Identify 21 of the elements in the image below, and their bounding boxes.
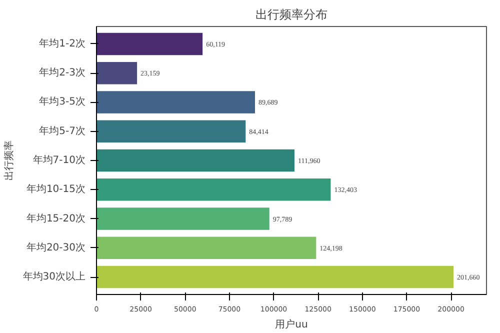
bar [96, 90, 256, 114]
y-tick-label: 年均7-10次 [32, 154, 86, 166]
y-tick-label: 年均20-30次 [26, 241, 86, 254]
y-tick-label: 年均10-15次 [26, 183, 86, 196]
y-tick-label: 年均2-3次 [39, 66, 86, 79]
bar [96, 60, 138, 86]
bar [96, 119, 247, 144]
y-tick-label: 年均3-5次 [39, 96, 86, 108]
y-tick-label: 年均30次以上 [22, 270, 86, 283]
x-axis-title: 用户uu [275, 318, 308, 330]
bar [96, 148, 296, 173]
bar [96, 264, 454, 290]
y-tick-label: 年均1-2次 [39, 37, 86, 50]
bar [96, 236, 318, 260]
bar [96, 206, 270, 231]
y-tick-label: 年均5-7次 [39, 124, 86, 137]
bar [96, 32, 204, 56]
chart-title: 出行频率分布 [256, 8, 328, 22]
y-axis-title: 出行频率 [2, 140, 15, 180]
y-tick-label: 年均15-20次 [26, 212, 86, 224]
bar [96, 177, 332, 202]
